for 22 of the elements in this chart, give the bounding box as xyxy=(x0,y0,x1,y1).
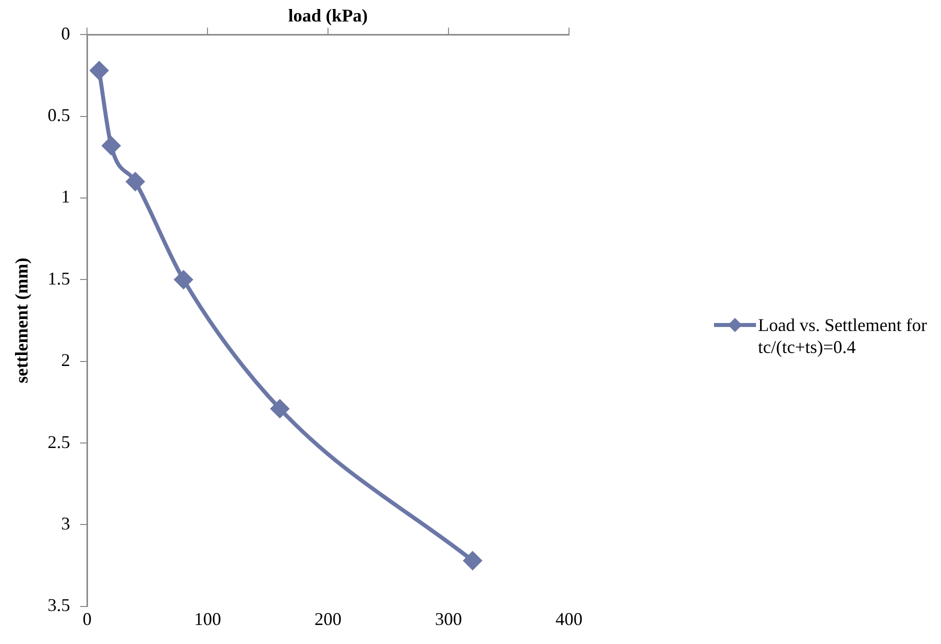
legend-label: Load vs. Settlement for tc/(tc+ts)=0.4 xyxy=(758,314,928,358)
x-axis-title: load (kPa) xyxy=(288,5,368,26)
point xyxy=(90,62,108,80)
y-axis-title: settlement (mm) xyxy=(11,258,32,384)
y-tick-label: 1.5 xyxy=(48,268,70,288)
y-tick-label: 3 xyxy=(61,513,70,534)
y-tick-label: 2 xyxy=(61,350,70,370)
point xyxy=(270,400,289,418)
point xyxy=(126,172,144,191)
point xyxy=(174,270,192,289)
x-tick-label: 100 xyxy=(194,608,222,629)
x-tick-label: 200 xyxy=(314,608,342,629)
y-tick-label: 2.5 xyxy=(48,432,70,452)
y-tick-label: 0.5 xyxy=(48,105,70,126)
y-tick-label: 0 xyxy=(61,23,70,44)
x-tick-label: 0 xyxy=(82,608,92,629)
y-tick-label: 3.5 xyxy=(48,595,70,616)
point xyxy=(102,136,120,155)
point xyxy=(464,552,482,570)
x-tick-label: 300 xyxy=(435,608,462,629)
y-tick-label: 1 xyxy=(61,186,70,207)
x-tick-label: 400 xyxy=(556,608,582,629)
